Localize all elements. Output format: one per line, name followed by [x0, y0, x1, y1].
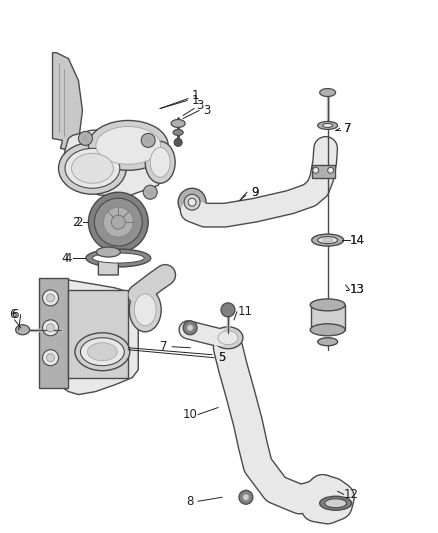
- Circle shape: [328, 167, 334, 173]
- Ellipse shape: [323, 238, 332, 242]
- Circle shape: [103, 207, 133, 237]
- Text: 2: 2: [75, 216, 82, 229]
- Polygon shape: [99, 252, 118, 275]
- Circle shape: [221, 303, 235, 317]
- Circle shape: [95, 198, 142, 246]
- Text: 7: 7: [344, 122, 351, 135]
- Text: 7: 7: [344, 122, 351, 135]
- Polygon shape: [311, 305, 345, 330]
- Text: 8: 8: [187, 495, 194, 508]
- Circle shape: [42, 320, 59, 336]
- Ellipse shape: [310, 324, 345, 336]
- Circle shape: [78, 132, 92, 146]
- Ellipse shape: [323, 124, 332, 127]
- Circle shape: [147, 189, 153, 195]
- Ellipse shape: [310, 299, 345, 311]
- Circle shape: [42, 290, 59, 306]
- Text: 11: 11: [237, 305, 252, 318]
- Ellipse shape: [150, 148, 170, 177]
- Ellipse shape: [145, 141, 175, 183]
- Ellipse shape: [318, 338, 338, 346]
- Text: 13: 13: [350, 284, 365, 296]
- Text: 14: 14: [350, 233, 365, 247]
- Ellipse shape: [318, 122, 338, 130]
- Circle shape: [178, 188, 206, 216]
- Ellipse shape: [218, 331, 238, 345]
- Circle shape: [46, 294, 54, 302]
- Circle shape: [46, 324, 54, 332]
- Text: 3: 3: [196, 99, 204, 112]
- Ellipse shape: [312, 234, 343, 246]
- Polygon shape: [39, 278, 68, 387]
- Circle shape: [183, 321, 197, 335]
- Circle shape: [82, 135, 88, 141]
- Circle shape: [187, 325, 193, 331]
- Circle shape: [42, 350, 59, 366]
- Circle shape: [313, 167, 319, 173]
- Text: 13: 13: [350, 284, 365, 296]
- Polygon shape: [68, 290, 128, 378]
- Ellipse shape: [88, 343, 117, 361]
- Ellipse shape: [65, 148, 120, 188]
- Polygon shape: [312, 165, 335, 178]
- Circle shape: [239, 490, 253, 504]
- Ellipse shape: [318, 237, 338, 244]
- Text: 1: 1: [191, 94, 199, 107]
- Ellipse shape: [129, 288, 161, 332]
- Ellipse shape: [213, 327, 243, 349]
- Text: 14: 14: [350, 233, 365, 247]
- Ellipse shape: [88, 120, 168, 171]
- Circle shape: [174, 139, 182, 147]
- Circle shape: [188, 198, 196, 206]
- Polygon shape: [53, 53, 82, 150]
- Ellipse shape: [81, 338, 124, 366]
- Ellipse shape: [86, 249, 151, 267]
- Ellipse shape: [16, 325, 30, 335]
- Polygon shape: [59, 280, 138, 394]
- Ellipse shape: [92, 253, 144, 263]
- Ellipse shape: [171, 119, 185, 127]
- Text: 5: 5: [218, 351, 226, 364]
- Text: 5: 5: [218, 351, 226, 364]
- Circle shape: [145, 138, 151, 143]
- Ellipse shape: [320, 88, 336, 96]
- Ellipse shape: [96, 247, 120, 257]
- Circle shape: [143, 185, 157, 199]
- Text: 2: 2: [72, 216, 79, 229]
- Circle shape: [141, 133, 155, 148]
- Text: 1: 1: [191, 89, 199, 102]
- Text: 10: 10: [183, 408, 198, 421]
- Text: 4: 4: [62, 252, 69, 264]
- Ellipse shape: [59, 142, 126, 194]
- Circle shape: [184, 194, 200, 210]
- Circle shape: [243, 494, 249, 500]
- Text: 7: 7: [160, 340, 168, 353]
- Ellipse shape: [96, 126, 161, 164]
- Text: 6: 6: [9, 309, 16, 321]
- Ellipse shape: [134, 294, 156, 326]
- Text: 4: 4: [65, 252, 72, 264]
- Text: 6: 6: [11, 309, 18, 321]
- Text: 12: 12: [344, 488, 359, 501]
- Circle shape: [46, 354, 54, 362]
- Polygon shape: [63, 128, 168, 195]
- Ellipse shape: [173, 130, 183, 135]
- Ellipse shape: [325, 499, 346, 508]
- Circle shape: [111, 215, 125, 229]
- Text: 9: 9: [251, 185, 258, 199]
- Circle shape: [88, 192, 148, 252]
- Text: 3: 3: [203, 104, 211, 117]
- Ellipse shape: [320, 496, 352, 510]
- Ellipse shape: [71, 154, 113, 183]
- Ellipse shape: [75, 333, 130, 370]
- Text: 9: 9: [251, 185, 258, 199]
